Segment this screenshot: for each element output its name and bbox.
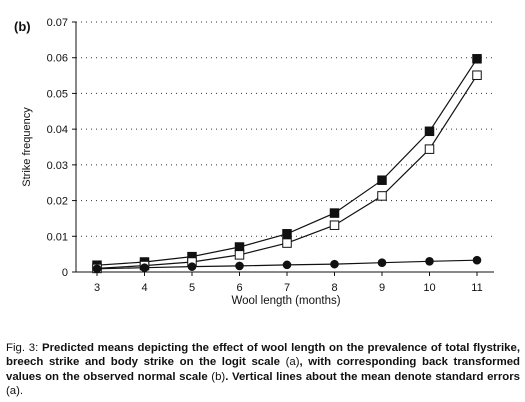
figure-caption: Fig. 3: Predicted means depicting the ef…	[6, 341, 520, 399]
x-axis-title: Wool length (months)	[231, 295, 340, 307]
data-point-total	[377, 175, 387, 185]
x-tick-label: 9	[379, 282, 385, 294]
series-layer	[92, 54, 482, 274]
data-point-body	[282, 260, 292, 270]
x-tick-label: 10	[423, 282, 435, 294]
y-tick-label: 0	[62, 267, 68, 279]
data-point-total	[472, 54, 482, 64]
data-point-breech	[424, 144, 435, 154]
data-point-breech	[282, 238, 292, 248]
data-point-breech	[377, 191, 387, 201]
x-tick-label: 6	[236, 282, 242, 294]
line-chart: (b) 0 0.01 0.02 0.03 0.04 0.05 0.06 0.07 3 4 5 6 7 8 9…	[14, 17, 494, 307]
data-point-body	[377, 258, 387, 268]
data-point-total	[234, 242, 245, 252]
y-tick-label: 0.01	[47, 231, 68, 243]
caption-text-part3: . Vertical lines about the mean denote s…	[225, 370, 520, 383]
axes: 0 0.01 0.02 0.03 0.04 0.05 0.06 0.07 3 4 5 6 7 8 9 10 11	[47, 17, 494, 294]
caption-suffix: .	[19, 385, 24, 398]
x-tick-label: 7	[284, 282, 290, 294]
caption-text-part2: , with corresponding back transformed va…	[6, 356, 521, 383]
data-point-body	[472, 255, 482, 265]
y-tick-label: 0.06	[47, 53, 68, 65]
y-axis-title: Strike frequency	[21, 107, 33, 187]
data-point-total	[282, 229, 292, 239]
caption-text-part1: Predicted means depicting the effect of …	[6, 342, 520, 369]
data-point-body	[92, 264, 102, 274]
data-point-breech	[472, 70, 482, 80]
x-tick-label: 8	[331, 282, 337, 294]
x-tick-label: 3	[94, 282, 100, 294]
y-tick-label: 0.04	[47, 124, 68, 136]
x-tick-label: 4	[141, 282, 147, 294]
data-point-total	[329, 208, 340, 218]
data-point-breech	[234, 250, 245, 260]
data-point-body	[330, 259, 339, 269]
y-tick-label: 0.05	[47, 88, 68, 100]
data-point-breech	[329, 220, 340, 230]
panel-label: (b)	[14, 19, 31, 34]
data-point-body	[425, 256, 434, 266]
data-point-body	[140, 263, 149, 273]
y-tick-label: 0.07	[47, 17, 68, 29]
caption-prefix: Fig. 3:	[6, 342, 43, 354]
x-tick-label: 5	[189, 282, 195, 294]
y-tick-label: 0.03	[47, 160, 68, 172]
x-tick-label: 11	[471, 282, 482, 294]
y-tick-label: 0.02	[47, 196, 68, 208]
caption-ref-a2: (a)	[6, 385, 20, 398]
data-point-body	[187, 262, 197, 271]
data-point-total	[424, 126, 435, 137]
caption-ref-a: (a)	[279, 356, 300, 369]
data-point-body	[235, 261, 244, 271]
caption-ref-b: (b)	[207, 370, 226, 383]
